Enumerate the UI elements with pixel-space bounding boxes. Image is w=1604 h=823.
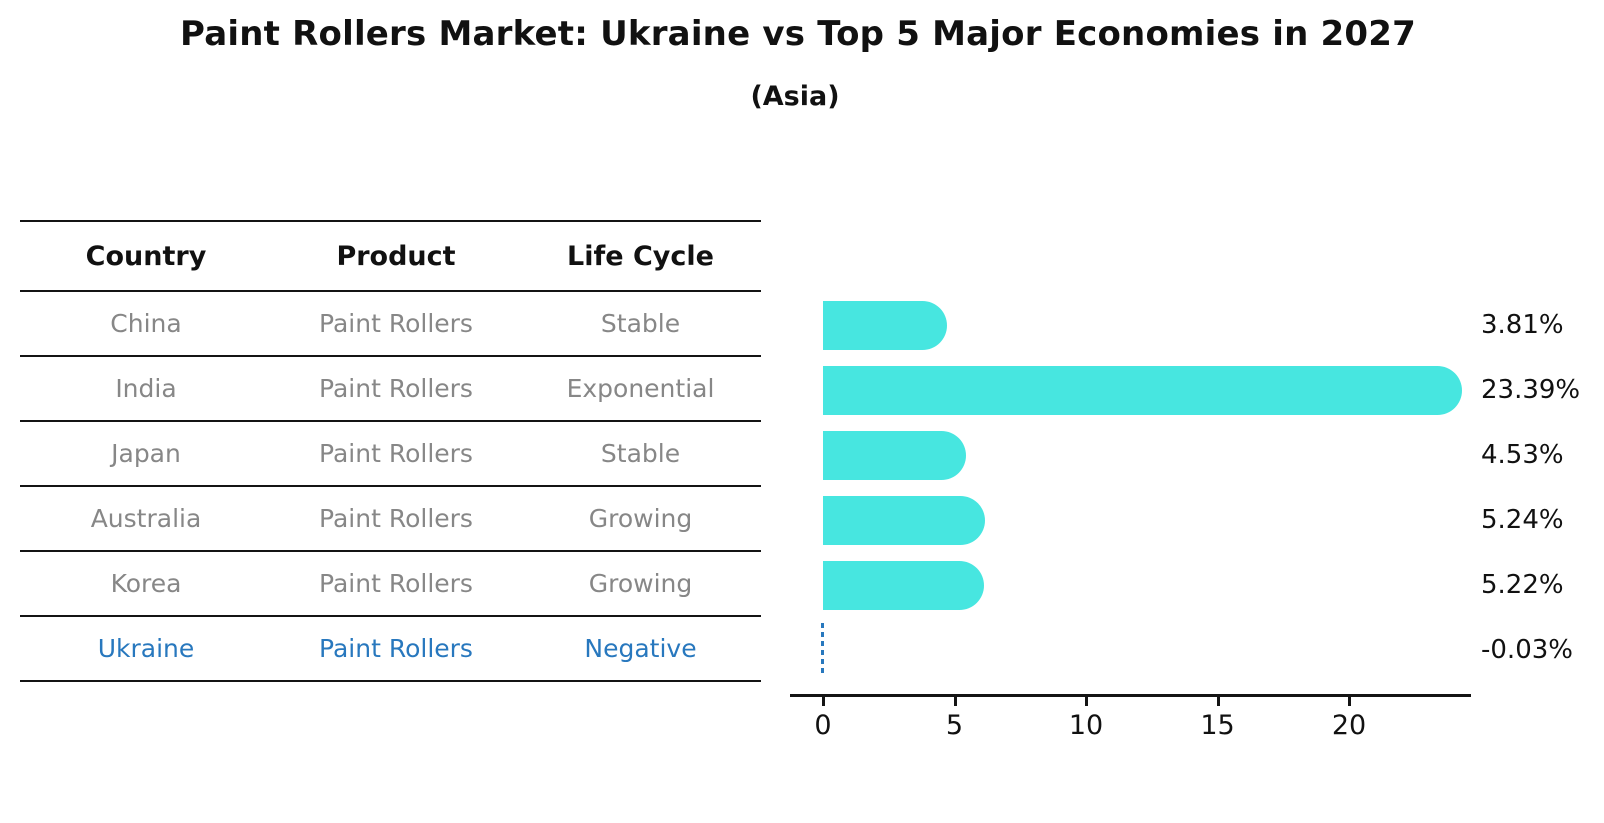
tick-label: 10 [1068,710,1104,741]
tick-mark [1348,697,1351,706]
cell-life-cycle: Stable [600,439,681,468]
value-label-australia: 5.24% [1481,505,1564,535]
tick-mark [822,697,825,706]
cell-product: Paint Rollers [319,504,473,533]
country-table: Country Product Life Cycle China Paint R… [20,220,761,682]
bar-korea [823,560,985,610]
tick-label: 15 [1200,710,1235,741]
bar-india [823,365,1463,415]
cell-country: Australia [90,504,202,533]
value-label-japan: 4.53% [1481,440,1564,470]
cell-country: Japan [111,439,181,468]
cell-life-cycle: Stable [600,309,681,338]
tick-mark [1085,697,1088,706]
table-header-row: Country Product Life Cycle [20,222,761,292]
value-label-korea: 5.22% [1481,570,1564,600]
cell-product: Paint Rollers [319,439,473,468]
x-tick-0: 0 [783,697,863,757]
tick-mark [953,697,957,706]
cell-country: Korea [110,569,182,598]
table-row-india: India Paint Rollers Exponential [20,357,761,422]
ukraine-negative-dashed-marker [820,623,824,676]
x-tick-20: 20 [1309,697,1389,757]
cell-life-cycle: Exponential [566,374,715,403]
header-product: Product [336,240,456,272]
cell-product: Paint Rollers [319,374,473,403]
table-row-australia: Australia Paint Rollers Growing [20,487,761,552]
chart-subtitle: (Asia) [750,81,840,112]
bar-japan [823,430,967,480]
x-tick-15: 15 [1178,697,1258,757]
tick-mark [1216,697,1220,706]
cell-product: Paint Rollers [319,569,473,598]
x-tick-5: 5 [915,697,995,757]
tick-label: 0 [814,710,832,741]
value-label-ukraine: -0.03% [1481,635,1573,665]
x-tick-10: 10 [1046,697,1126,757]
table-row-china: China Paint Rollers Stable [20,292,761,357]
cell-life-cycle: Negative [584,634,697,663]
tick-label: 5 [945,710,964,741]
cell-country: Ukraine [97,634,195,663]
cell-country: India [115,374,177,403]
header-country: Country [85,240,207,272]
cell-product: Paint Rollers [319,634,473,663]
cell-country: China [110,309,182,338]
cell-product: Paint Rollers [319,309,473,338]
table-row-japan: Japan Paint Rollers Stable [20,422,761,487]
cell-life-cycle: Growing [588,569,693,598]
table-row-korea: Korea Paint Rollers Growing [20,552,761,617]
table-row-ukraine: Ukraine Paint Rollers Negative [20,617,761,682]
bar-china [823,300,948,350]
bar-australia [823,495,985,545]
cell-life-cycle: Growing [588,504,693,533]
header-life-cycle: Life Cycle [567,240,714,272]
tick-label: 20 [1331,710,1367,741]
value-label-india: 23.39% [1481,375,1581,405]
x-axis-line [790,694,1471,697]
value-label-china: 3.81% [1481,310,1564,340]
chart-title: Paint Rollers Market: Ukraine vs Top 5 M… [180,14,1416,54]
